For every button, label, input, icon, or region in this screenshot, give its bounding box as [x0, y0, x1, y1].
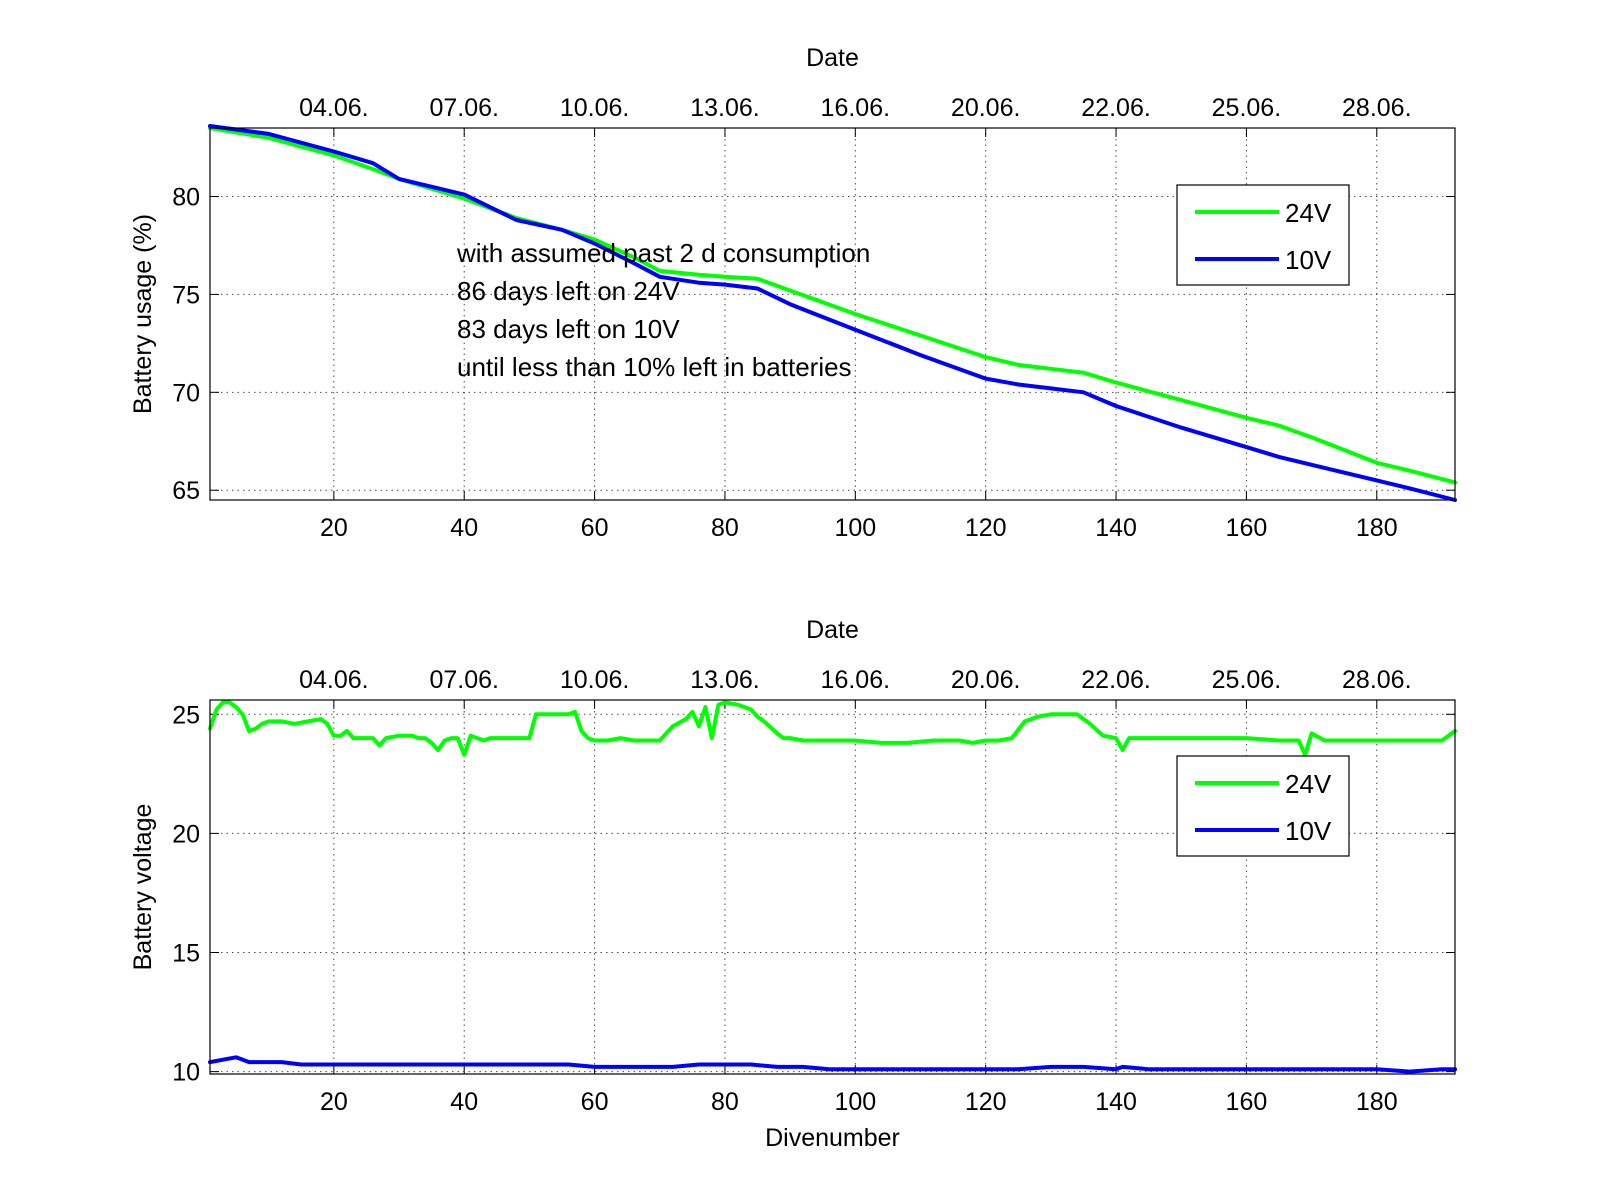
date-tick-label: 28.06. [1342, 666, 1412, 694]
date-tick-label: 28.06. [1342, 94, 1412, 122]
top-axis-title: Date [806, 616, 859, 644]
date-tick-label: 20.06. [951, 666, 1021, 694]
y-tick-label: 75 [172, 281, 200, 309]
axes-frame [209, 127, 1456, 501]
y-tick-label: 20 [172, 820, 200, 848]
legend-label: 10V [1285, 816, 1332, 846]
legend-box [1176, 184, 1350, 286]
annotation-line: with assumed past 2 d consumption [456, 238, 870, 268]
date-tick-label: 07.06. [429, 94, 499, 122]
x-tick-label: 160 [1226, 1088, 1268, 1116]
x-tick-label: 20 [320, 514, 348, 542]
y-tick-label: 70 [172, 379, 200, 407]
y-tick-label: 25 [172, 701, 200, 729]
y-axis-title: Battery voltage [129, 804, 157, 971]
plot-area [210, 128, 1455, 500]
date-tick-label: 22.06. [1081, 94, 1151, 122]
y-axis-title: Battery usage (%) [129, 214, 157, 414]
x-tick-label: 40 [450, 514, 478, 542]
series-line-10v [208, 1055, 1457, 1074]
legend-label: 24V [1285, 198, 1332, 228]
x-tick-label: 120 [965, 1088, 1007, 1116]
axes-frame [209, 699, 1456, 1075]
date-tick-label: 10.06. [560, 94, 630, 122]
series-line-24v [208, 700, 1457, 757]
x-tick-label: 180 [1356, 1088, 1398, 1116]
legend-label: 24V [1285, 769, 1332, 799]
x-tick-label: 60 [581, 514, 609, 542]
date-tick-label: 20.06. [951, 94, 1021, 122]
date-tick-label: 25.06. [1212, 666, 1282, 694]
date-tick-label: 25.06. [1212, 94, 1282, 122]
x-tick-label: 60 [581, 1088, 609, 1116]
date-tick-label: 16.06. [821, 94, 891, 122]
series-line-10v [208, 124, 1457, 502]
x-tick-label: 100 [834, 1088, 876, 1116]
x-tick-label: 20 [320, 1088, 348, 1116]
date-tick-label: 04.06. [299, 94, 369, 122]
top-axis-title: Date [806, 44, 859, 72]
y-tick-label: 15 [172, 940, 200, 968]
annotation-line: until less than 10% left in batteries [457, 352, 852, 382]
date-tick-label: 04.06. [299, 666, 369, 694]
x-tick-label: 160 [1226, 514, 1268, 542]
date-tick-label: 16.06. [821, 666, 891, 694]
date-tick-label: 22.06. [1081, 666, 1151, 694]
legend: 24V 10V [1176, 184, 1350, 286]
date-tick-label: 13.06. [690, 666, 760, 694]
x-tick-label: 180 [1356, 514, 1398, 542]
legend-label: 10V [1285, 245, 1332, 275]
date-tick-label: 07.06. [429, 666, 499, 694]
x-tick-label: 100 [834, 514, 876, 542]
x-tick-label: 140 [1095, 514, 1137, 542]
annotation-line: 86 days left on 24V [457, 276, 680, 306]
annotation-line: 83 days left on 10V [457, 314, 680, 344]
x-axis-title: Divenumber [765, 1124, 900, 1152]
x-tick-label: 40 [450, 1088, 478, 1116]
legend: 24V 10V [1176, 755, 1350, 857]
chart-panel-2: 20 40 60 80 100 120 140 160 180 04.06. 07.06. 10.06… [129, 616, 1457, 1152]
date-tick-label: 10.06. [560, 666, 630, 694]
y-tick-label: 80 [172, 184, 200, 212]
x-tick-label: 140 [1095, 1088, 1137, 1116]
y-tick-label: 65 [172, 477, 200, 505]
y-tick-label: 10 [172, 1059, 200, 1087]
legend-box [1176, 755, 1350, 857]
date-tick-label: 13.06. [690, 94, 760, 122]
series-line-24v [208, 126, 1457, 485]
x-tick-label: 80 [711, 514, 739, 542]
x-tick-label: 120 [965, 514, 1007, 542]
x-tick-label: 80 [711, 1088, 739, 1116]
chart-panel-1: 20 40 60 80 100 120 140 160 180 04.06. 07.06. 10.06… [129, 44, 1457, 542]
